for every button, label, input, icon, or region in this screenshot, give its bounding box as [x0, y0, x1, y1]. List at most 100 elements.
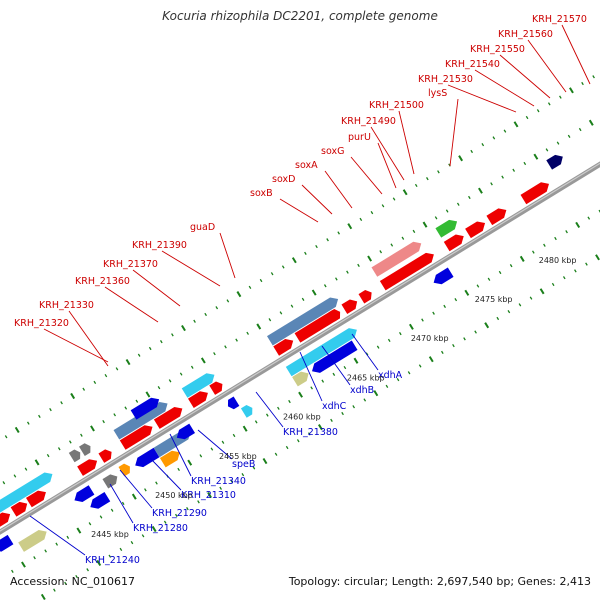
gene-arrow[interactable]	[0, 472, 53, 526]
gene-arrow[interactable]	[285, 328, 357, 377]
tick-mark	[428, 356, 434, 363]
gene-arrow[interactable]	[119, 425, 153, 450]
gene-arrow[interactable]	[379, 252, 434, 291]
gene-label-top[interactable]: KRH_21500	[369, 100, 424, 111]
gene-label-top[interactable]: KRH_21550	[470, 44, 525, 55]
tick-mark	[40, 593, 46, 600]
gene-arrow[interactable]	[273, 339, 294, 356]
gene-label-top[interactable]: KRH_21320	[14, 318, 69, 329]
tick-mark	[468, 195, 471, 200]
gene-arrow[interactable]	[90, 492, 111, 509]
gene-arrow[interactable]	[181, 373, 215, 398]
gene-arrow[interactable]	[328, 309, 341, 322]
gene-arrow[interactable]	[486, 208, 507, 226]
tick-mark	[408, 323, 414, 330]
tick-mark	[130, 540, 134, 545]
tick-mark	[554, 236, 557, 241]
gene-label-top[interactable]: KRH_21560	[498, 29, 553, 40]
gene-arrow[interactable]	[118, 463, 130, 477]
tick-mark	[315, 244, 318, 249]
tick-mark	[254, 420, 258, 424]
gene-label-top[interactable]: soxG	[321, 146, 344, 157]
gene-label-bottom[interactable]: KRH_21310	[181, 490, 236, 501]
gene-label-top[interactable]: KRH_21370	[103, 259, 158, 270]
gene-label-top[interactable]: purU	[348, 132, 371, 143]
tick-mark	[539, 288, 545, 295]
gene-label-bottom[interactable]: xdhB	[350, 385, 374, 396]
gene-arrow[interactable]	[240, 405, 253, 418]
gene-arrow[interactable]	[153, 406, 183, 429]
gene-arrow[interactable]	[292, 371, 309, 387]
gene-arrow[interactable]	[433, 267, 454, 285]
gene-label-top[interactable]: soxA	[295, 160, 318, 171]
gene-arrow[interactable]	[159, 450, 180, 468]
gene-arrow[interactable]	[68, 449, 81, 463]
gene-label-bottom[interactable]: KRH_21290	[152, 508, 207, 519]
gene-arrow[interactable]	[77, 459, 98, 476]
tick-mark	[503, 129, 507, 133]
gene-label-top[interactable]: KRH_21530	[418, 74, 473, 85]
gene-label-top[interactable]: soxD	[272, 174, 295, 185]
gene-arrow[interactable]	[130, 397, 160, 420]
gene-arrow[interactable]	[79, 443, 91, 457]
tick-mark	[90, 425, 95, 432]
gene-arrow[interactable]	[188, 391, 208, 408]
gene-arrow[interactable]	[465, 221, 486, 239]
gene-arrow[interactable]	[341, 299, 358, 314]
gene-arrow[interactable]	[358, 290, 372, 304]
gene-arrow[interactable]	[371, 241, 422, 277]
gene-label-bottom[interactable]: xdhC	[322, 401, 347, 412]
tick-mark	[66, 535, 70, 539]
gene-label-top[interactable]: KRH_21360	[75, 276, 130, 287]
gene-arrow[interactable]	[267, 297, 339, 346]
tick-mark	[567, 134, 571, 138]
gene-arrow[interactable]	[435, 219, 458, 238]
gene-arrow[interactable]	[176, 423, 196, 440]
leader-line	[370, 126, 405, 181]
gene-label-top[interactable]: guaD	[190, 222, 215, 233]
gene-arrow[interactable]	[227, 396, 240, 410]
leader-line	[43, 328, 109, 363]
gene-arrow[interactable]	[135, 447, 160, 468]
gene-label-bottom[interactable]: KRH_21240	[85, 555, 140, 566]
tick-mark	[124, 406, 128, 410]
tick-mark	[545, 148, 549, 152]
gene-label-top[interactable]: KRH_21570	[532, 14, 587, 25]
leader-line	[561, 24, 591, 85]
gene-label-top[interactable]: KRH_21540	[445, 59, 500, 70]
tick-mark	[57, 447, 61, 451]
gene-label-bottom[interactable]: KRH_21280	[133, 523, 188, 534]
gene-arrow[interactable]	[102, 474, 118, 489]
tick-mark	[80, 433, 83, 437]
tick-mark	[102, 419, 105, 424]
gene-label-bottom[interactable]: KRH_21340	[191, 476, 246, 487]
gene-label-bottom[interactable]: speB	[232, 459, 255, 470]
gene-arrow[interactable]	[0, 534, 14, 552]
gene-arrow[interactable]	[294, 310, 341, 343]
gene-label-top[interactable]: soxB	[250, 188, 273, 199]
tick-mark	[144, 488, 147, 492]
leader-line	[299, 351, 323, 402]
gene-label-top[interactable]: KRH_21330	[39, 300, 94, 311]
leader-line	[377, 142, 397, 189]
gene-arrow[interactable]	[520, 182, 549, 205]
tick-mark	[332, 372, 336, 376]
gene-arrow[interactable]	[312, 340, 358, 373]
gene-label-top[interactable]: KRH_21490	[341, 116, 396, 127]
tick-mark	[226, 299, 230, 303]
gene-label-bottom[interactable]: xdhA	[378, 370, 403, 381]
gene-label-top[interactable]: KRH_21390	[132, 240, 187, 251]
gene-arrow[interactable]	[113, 401, 168, 440]
gene-arrow[interactable]	[26, 490, 46, 508]
gene-arrow[interactable]	[10, 501, 28, 517]
gene-arrow[interactable]	[74, 485, 95, 502]
tick-mark	[559, 95, 562, 99]
gene-arrow[interactable]	[18, 530, 47, 552]
gene-label-top[interactable]: lysS	[428, 88, 447, 99]
gene-label-bottom[interactable]: KRH_21380	[283, 427, 338, 438]
gene-arrow[interactable]	[546, 154, 563, 170]
gene-arrow[interactable]	[98, 449, 112, 463]
gene-arrow[interactable]	[443, 234, 464, 252]
gene-arrow[interactable]	[0, 512, 11, 534]
gene-arrow[interactable]	[209, 381, 223, 395]
